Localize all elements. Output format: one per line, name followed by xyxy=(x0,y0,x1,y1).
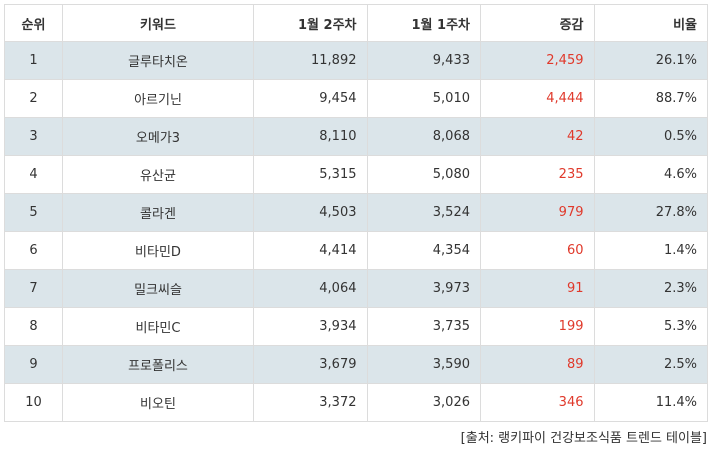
keyword-cell: 비타민D xyxy=(62,231,254,270)
rank-cell: 7 xyxy=(4,269,63,308)
header-week1: 1월 1주차 xyxy=(366,4,481,42)
keyword-cell: 아르기닌 xyxy=(62,79,254,118)
change-cell: 235 xyxy=(480,155,595,194)
change-cell: 346 xyxy=(480,383,595,422)
week2-cell: 11,892 xyxy=(253,41,368,80)
week2-cell: 5,315 xyxy=(253,155,368,194)
keyword-cell: 유산균 xyxy=(62,155,254,194)
header-change: 증감 xyxy=(480,4,595,42)
change-cell: 60 xyxy=(480,231,595,270)
change-cell: 42 xyxy=(480,117,595,156)
ratio-cell: 11.4% xyxy=(593,383,708,422)
week1-cell: 3,590 xyxy=(366,345,481,384)
week1-cell: 4,354 xyxy=(366,231,481,270)
ratio-cell: 88.7% xyxy=(593,79,708,118)
ratio-cell: 5.3% xyxy=(593,307,708,346)
keyword-cell: 프로폴리스 xyxy=(62,345,254,384)
ratio-cell: 2.3% xyxy=(593,269,708,308)
rank-cell: 6 xyxy=(4,231,63,270)
table-row: 9 프로폴리스 3,679 3,590 89 2.5% xyxy=(4,345,708,384)
week1-cell: 5,010 xyxy=(366,79,481,118)
rank-cell: 1 xyxy=(4,41,63,80)
week1-cell: 9,433 xyxy=(366,41,481,80)
change-cell: 91 xyxy=(480,269,595,308)
rank-cell: 9 xyxy=(4,345,63,384)
week1-cell: 3,026 xyxy=(366,383,481,422)
change-cell: 979 xyxy=(480,193,595,232)
keyword-cell: 글루타치온 xyxy=(62,41,254,80)
week2-cell: 3,679 xyxy=(253,345,368,384)
week2-cell: 4,064 xyxy=(253,269,368,308)
change-cell: 4,444 xyxy=(480,79,595,118)
ratio-cell: 1.4% xyxy=(593,231,708,270)
rank-cell: 2 xyxy=(4,79,63,118)
table-row: 5 콜라겐 4,503 3,524 979 27.8% xyxy=(4,193,708,232)
keyword-trend-table-container: 순위 키워드 1월 2주차 1월 1주차 증감 비율 1 글루타치온 11,89… xyxy=(4,4,708,422)
rank-cell: 8 xyxy=(4,307,63,346)
rank-cell: 4 xyxy=(4,155,63,194)
week2-cell: 4,414 xyxy=(253,231,368,270)
keyword-cell: 비타민C xyxy=(62,307,254,346)
keyword-cell: 콜라겐 xyxy=(62,193,254,232)
week2-cell: 9,454 xyxy=(253,79,368,118)
week2-cell: 8,110 xyxy=(253,117,368,156)
ratio-cell: 26.1% xyxy=(593,41,708,80)
table-row: 7 밀크씨슬 4,064 3,973 91 2.3% xyxy=(4,269,708,308)
week1-cell: 5,080 xyxy=(366,155,481,194)
keyword-cell: 밀크씨슬 xyxy=(62,269,254,308)
week2-cell: 3,934 xyxy=(253,307,368,346)
rank-cell: 3 xyxy=(4,117,63,156)
ratio-cell: 27.8% xyxy=(593,193,708,232)
header-ratio: 비율 xyxy=(593,4,708,42)
table-row: 1 글루타치온 11,892 9,433 2,459 26.1% xyxy=(4,41,708,80)
keyword-cell: 오메가3 xyxy=(62,117,254,156)
table-row: 8 비타민C 3,934 3,735 199 5.3% xyxy=(4,307,708,346)
header-rank: 순위 xyxy=(4,4,63,42)
week1-cell: 8,068 xyxy=(366,117,481,156)
keyword-trend-table: 순위 키워드 1월 2주차 1월 1주차 증감 비율 1 글루타치온 11,89… xyxy=(4,4,708,422)
table-row: 3 오메가3 8,110 8,068 42 0.5% xyxy=(4,117,708,156)
change-cell: 199 xyxy=(480,307,595,346)
table-row: 6 비타민D 4,414 4,354 60 1.4% xyxy=(4,231,708,270)
rank-cell: 10 xyxy=(4,383,63,422)
table-header-row: 순위 키워드 1월 2주차 1월 1주차 증감 비율 xyxy=(4,4,708,42)
header-keyword: 키워드 xyxy=(62,4,254,42)
ratio-cell: 4.6% xyxy=(593,155,708,194)
table-row: 2 아르기닌 9,454 5,010 4,444 88.7% xyxy=(4,79,708,118)
table-row: 4 유산균 5,315 5,080 235 4.6% xyxy=(4,155,708,194)
keyword-cell: 비오틴 xyxy=(62,383,254,422)
ratio-cell: 0.5% xyxy=(593,117,708,156)
source-caption: [출처: 랭키파이 건강보조식품 트렌드 테이블] xyxy=(460,431,707,446)
ratio-cell: 2.5% xyxy=(593,345,708,384)
week1-cell: 3,735 xyxy=(366,307,481,346)
header-week2: 1월 2주차 xyxy=(253,4,368,42)
rank-cell: 5 xyxy=(4,193,63,232)
week2-cell: 4,503 xyxy=(253,193,368,232)
change-cell: 89 xyxy=(480,345,595,384)
week1-cell: 3,973 xyxy=(366,269,481,308)
table-row: 10 비오틴 3,372 3,026 346 11.4% xyxy=(4,383,708,422)
week2-cell: 3,372 xyxy=(253,383,368,422)
change-cell: 2,459 xyxy=(480,41,595,80)
week1-cell: 3,524 xyxy=(366,193,481,232)
